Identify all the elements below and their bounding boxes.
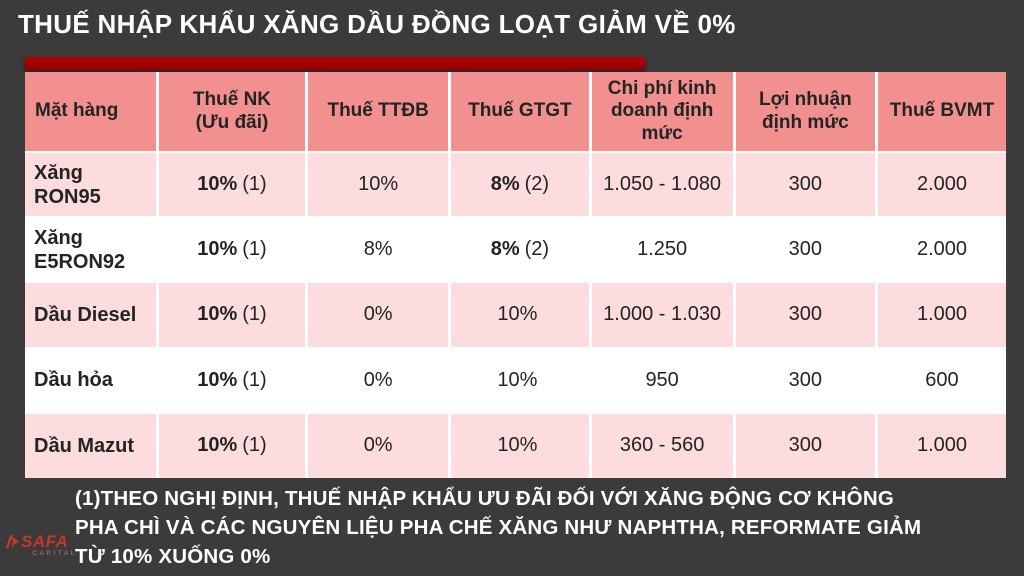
cell-thue-bvmt: 1.000	[874, 411, 1006, 478]
table-row-ron95: Xăng RON95 10% (1) 10% 8% (2) 1.050 - 1.08…	[25, 150, 1006, 218]
cell-loi-nhuan: 300	[732, 411, 877, 478]
cell-thue-gtgt: 8% (2)	[448, 150, 591, 218]
column-header-thue-ttdb: Thuế TTĐB	[305, 72, 450, 152]
table-row-mazut: Dầu Mazut 10% (1) 0% 10% 360 - 560 300 1.…	[25, 411, 1006, 478]
cell-thue-gtgt: 10%	[448, 281, 591, 348]
cell-thue-gtgt: 8% (2)	[448, 216, 591, 283]
cell-thue-bvmt: 600	[874, 346, 1006, 413]
cell-chi-phi: 950	[588, 346, 735, 413]
cell-thue-ttdb: 0%	[305, 411, 450, 478]
table-row-e5ron92: Xăng E5RON92 10% (1) 8% 8% (2) 1.250 300 2…	[25, 216, 1006, 283]
cell-thue-nk: 10% (1)	[155, 411, 307, 478]
cell-thue-nk: 10% (1)	[155, 216, 307, 283]
table-row-diesel: Dầu Diesel 10% (1) 0% 10% 1.000 - 1.030 3…	[25, 281, 1006, 348]
safa-capital-logo: SAFA CAPITAL	[5, 533, 77, 558]
safa-logo-mark-icon	[5, 534, 20, 549]
cell-loi-nhuan: 300	[732, 281, 877, 348]
cell-product: Dầu hỏa	[25, 346, 158, 413]
cell-thue-ttdb: 8%	[305, 216, 450, 283]
cell-chi-phi: 360 - 560	[588, 411, 735, 478]
cell-chi-phi: 1.050 - 1.080	[588, 150, 735, 218]
cell-thue-nk: 10% (1)	[155, 150, 307, 218]
cell-product: Dầu Mazut	[25, 411, 158, 478]
cell-thue-ttdb: 0%	[305, 346, 450, 413]
cell-loi-nhuan: 300	[732, 216, 877, 283]
cell-loi-nhuan: 300	[732, 346, 877, 413]
cell-thue-nk: 10% (1)	[155, 281, 307, 348]
footnote-line: (1)THEO NGHỊ ĐỊNH, THUẾ NHẬP KHẨU ƯU ĐÃI…	[75, 487, 894, 510]
cell-product: Xăng RON95	[25, 150, 158, 218]
cell-thue-nk: 10% (1)	[155, 346, 307, 413]
cell-thue-bvmt: 2.000	[874, 216, 1006, 283]
header-row: Mặt hàng Thuế NK (Ưu đãi) Thuế TTĐB Thuế…	[25, 72, 1006, 152]
column-header-thue-nk: Thuế NK (Ưu đãi)	[155, 72, 307, 152]
cell-loi-nhuan: 300	[732, 150, 877, 218]
column-header-loi-nhuan: Lợi nhuận định mức	[732, 72, 877, 152]
cell-thue-bvmt: 1.000	[874, 281, 1006, 348]
cell-thue-ttdb: 0%	[305, 281, 450, 348]
cell-thue-ttdb: 10%	[305, 150, 450, 218]
page-title: THUẾ NHẬP KHẨU XĂNG DẦU ĐỒNG LOẠT GIẢM V…	[18, 9, 736, 39]
cell-thue-bvmt: 2.000	[874, 150, 1006, 218]
footnote-line: TỪ 10% XUỐNG 0%	[75, 545, 271, 568]
logo-subtext: CAPITAL	[32, 550, 77, 557]
cell-chi-phi: 1.000 - 1.030	[588, 281, 735, 348]
table-row-dau-hoa: Dầu hỏa 10% (1) 0% 10% 950 300 600	[25, 346, 1006, 413]
fuel-tax-table: Mặt hàng Thuế NK (Ưu đãi) Thuế TTĐB Thuế…	[25, 72, 1006, 478]
column-header-thue-gtgt: Thuế GTGT	[448, 72, 591, 152]
footnote: (1)THEO NGHỊ ĐỊNH, THUẾ NHẬP KHẨU ƯU ĐÃI…	[75, 484, 921, 571]
cell-chi-phi: 1.250	[588, 216, 735, 283]
cell-thue-gtgt: 10%	[448, 346, 591, 413]
cell-product: Dầu Diesel	[25, 281, 158, 348]
title-underline-bar	[25, 57, 645, 70]
column-header-thue-bvmt: Thuế BVMT	[874, 72, 1006, 152]
logo-text: SAFA	[21, 532, 69, 551]
cell-thue-gtgt: 10%	[448, 411, 591, 478]
cell-product: Xăng E5RON92	[25, 216, 158, 283]
column-header-mat-hang: Mặt hàng	[25, 72, 158, 152]
column-header-chi-phi: Chi phí kinh doanh định mức	[588, 72, 735, 152]
footnote-line: PHA CHÌ VÀ CÁC NGUYÊN LIỆU PHA CHẾ XĂNG …	[75, 516, 922, 539]
